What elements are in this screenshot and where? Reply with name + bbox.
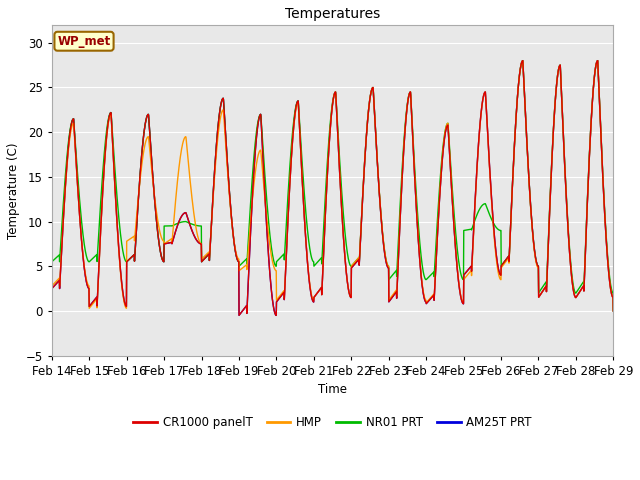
X-axis label: Time: Time — [318, 383, 347, 396]
Title: Temperatures: Temperatures — [285, 7, 380, 21]
Line: HMP: HMP — [52, 60, 613, 311]
Line: CR1000 panelT: CR1000 panelT — [52, 60, 613, 315]
CR1000 panelT — [594, 58, 602, 63]
NR01 PRT — [361, 154, 369, 160]
AM25T PRT — [560, 145, 568, 151]
NR01 PRT — [560, 138, 568, 144]
NR01 PRT — [609, 308, 617, 314]
NR01 PRT — [575, 285, 583, 291]
Text: WP_met: WP_met — [58, 35, 111, 48]
AM25T PRT — [349, 263, 356, 269]
HMP — [594, 58, 602, 63]
NR01 PRT — [496, 228, 504, 233]
NR01 PRT — [349, 262, 356, 267]
AM25T PRT — [496, 271, 504, 277]
HMP — [205, 250, 212, 255]
HMP — [361, 154, 369, 160]
CR1000 panelT — [48, 286, 56, 291]
HMP — [48, 283, 56, 289]
NR01 PRT — [48, 259, 56, 264]
AM25T PRT — [273, 312, 280, 318]
Line: AM25T PRT: AM25T PRT — [52, 60, 613, 315]
AM25T PRT — [575, 289, 583, 295]
HMP — [575, 289, 583, 295]
Legend: CR1000 panelT, HMP, NR01 PRT, AM25T PRT: CR1000 panelT, HMP, NR01 PRT, AM25T PRT — [129, 411, 537, 433]
AM25T PRT — [48, 286, 56, 291]
AM25T PRT — [594, 58, 602, 63]
Y-axis label: Temperature (C): Temperature (C) — [7, 142, 20, 239]
NR01 PRT — [205, 252, 212, 257]
HMP — [496, 275, 504, 281]
AM25T PRT — [205, 252, 212, 257]
CR1000 panelT — [496, 271, 504, 277]
HMP — [560, 139, 568, 145]
HMP — [609, 308, 617, 314]
CR1000 panelT — [205, 252, 212, 257]
CR1000 panelT — [560, 145, 568, 151]
CR1000 panelT — [349, 263, 356, 269]
Line: NR01 PRT: NR01 PRT — [52, 60, 613, 311]
NR01 PRT — [594, 58, 602, 63]
CR1000 panelT — [609, 308, 617, 314]
AM25T PRT — [609, 308, 617, 314]
CR1000 panelT — [273, 312, 280, 318]
AM25T PRT — [362, 151, 369, 156]
CR1000 panelT — [575, 289, 583, 295]
HMP — [349, 262, 356, 267]
CR1000 panelT — [362, 151, 369, 156]
